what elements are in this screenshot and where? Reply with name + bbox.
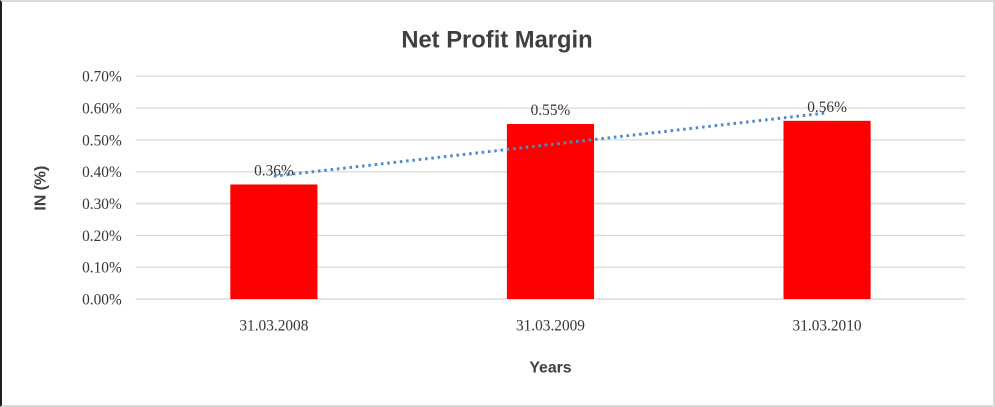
y-tick-label: 0.20% (82, 228, 122, 245)
x-category-label: 31.03.2010 (793, 318, 862, 335)
data-label: 0.36% (254, 163, 294, 180)
x-category-label: 31.03.2009 (516, 318, 585, 335)
trendline-group (273, 111, 828, 178)
y-tick-label: 0.50% (82, 132, 122, 149)
chart-title: Net Profit Margin (401, 27, 592, 54)
trendline (273, 111, 828, 178)
bar (230, 184, 318, 300)
bar (506, 124, 595, 300)
y-tick-label: 0.70% (82, 69, 122, 86)
x-axis-title: Years (529, 359, 571, 376)
data-label: 0.56% (807, 99, 847, 116)
y-axis-tick-labels: 0.00% 0.10% 0.20% 0.30% 0.40% 0.50% 0.60% 0.70% (82, 69, 122, 309)
x-category-label: 31.03.2008 (239, 318, 308, 335)
y-axis-title: IN (%) (32, 166, 49, 211)
bar (783, 120, 871, 300)
y-tick-label: 0.30% (82, 196, 122, 213)
bar-series (230, 120, 871, 300)
data-labels: 0.36% 0.55% 0.56% (254, 99, 847, 180)
y-tick-label: 0.00% (82, 291, 122, 308)
y-tick-label: 0.10% (82, 260, 122, 277)
data-label: 0.55% (531, 102, 571, 119)
y-tick-label: 0.60% (82, 101, 122, 118)
x-axis-category-labels: 31.03.2008 31.03.2009 31.03.2010 (239, 318, 861, 335)
y-tick-label: 0.40% (82, 164, 122, 181)
